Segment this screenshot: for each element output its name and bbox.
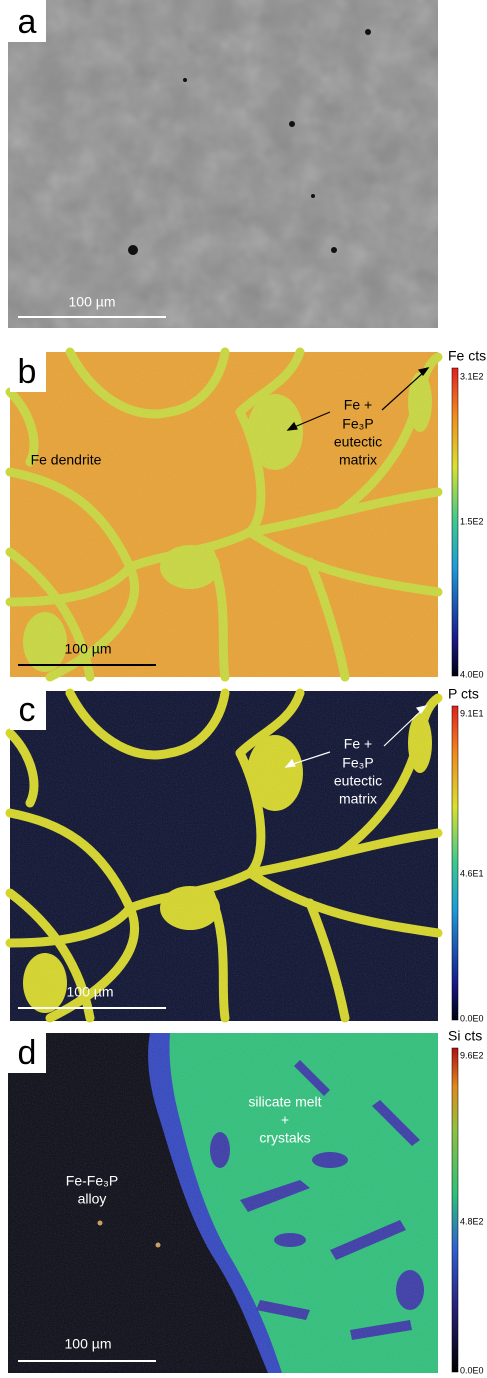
scale-bar-label: 100 µm [67,984,114,1000]
scale-bar-label: 100 µm [65,641,112,657]
panel-label: c [19,691,36,729]
panel-label: a [18,3,37,41]
annotation: Fe₃P [342,755,373,771]
colorbar-tick-label: 0.0E0 [460,1365,484,1375]
map-noise [10,691,438,1021]
annotation: Fe + [344,736,372,752]
colorbar [452,706,458,1020]
colorbar [452,368,458,676]
colorbar-title: P cts [448,686,479,702]
annotation: eutectic [334,773,382,789]
panel-b: b Fe dendrite Fe + Fe₃P eutectic matrix … [10,348,486,680]
colorbar-tick-label: 3.1E2 [460,371,484,381]
colorbar-tick-label: 1.5E2 [460,516,484,526]
body: {"panels": [ {"label": "a", "scale_bar":… [0,0,487,1378]
panel-d: d silicate melt + crystaks Fe-Fe₃P alloy… [8,1028,484,1376]
scale-bar-label: 100 µm [69,294,116,310]
colorbar-title: Si cts [448,1028,482,1044]
annotation: crystaks [259,1130,310,1146]
panel-a: a 100 µm [8,0,438,328]
annotation: alloy [78,1191,107,1207]
annotation: Fe dendrite [31,452,102,468]
colorbar-tick-label: 9.6E2 [460,1050,484,1060]
annotation: matrix [339,791,377,807]
annotation: + [281,1112,289,1128]
panel-label: d [18,1034,37,1072]
panel-c: c Fe + Fe₃P eutectic matrix 100 µm P cts… [10,686,484,1024]
colorbar-tick-label: 9.1E1 [460,708,484,718]
map-noise [8,1033,438,1373]
colorbar-tick-label: 4.6E1 [460,868,484,878]
annotation: silicate melt [248,1094,321,1110]
scale-bar-label: 100 µm [65,1336,112,1352]
annotation: eutectic [334,434,382,450]
annotation: matrix [339,452,377,468]
colorbar-tick-label: 4.8E2 [460,1216,484,1226]
page: body { margin: 0; width: 487px; height: … [0,0,487,1378]
annotation: Fe₃P [342,416,373,432]
map-noise [10,352,438,677]
micrograph-texture [8,0,438,328]
colorbar-tick-label: 4.0E0 [460,669,484,679]
colorbar [452,1048,458,1372]
annotation: Fe + [344,397,372,413]
figure: a 100 µm b Fe dendrite Fe + Fe₃P eutecti… [0,0,487,1378]
colorbar-tick-label: 0.0E0 [460,1013,484,1023]
panel-label: b [18,353,37,391]
annotation: Fe-Fe₃P [66,1173,118,1189]
colorbar-title: Fe cts [448,348,486,364]
